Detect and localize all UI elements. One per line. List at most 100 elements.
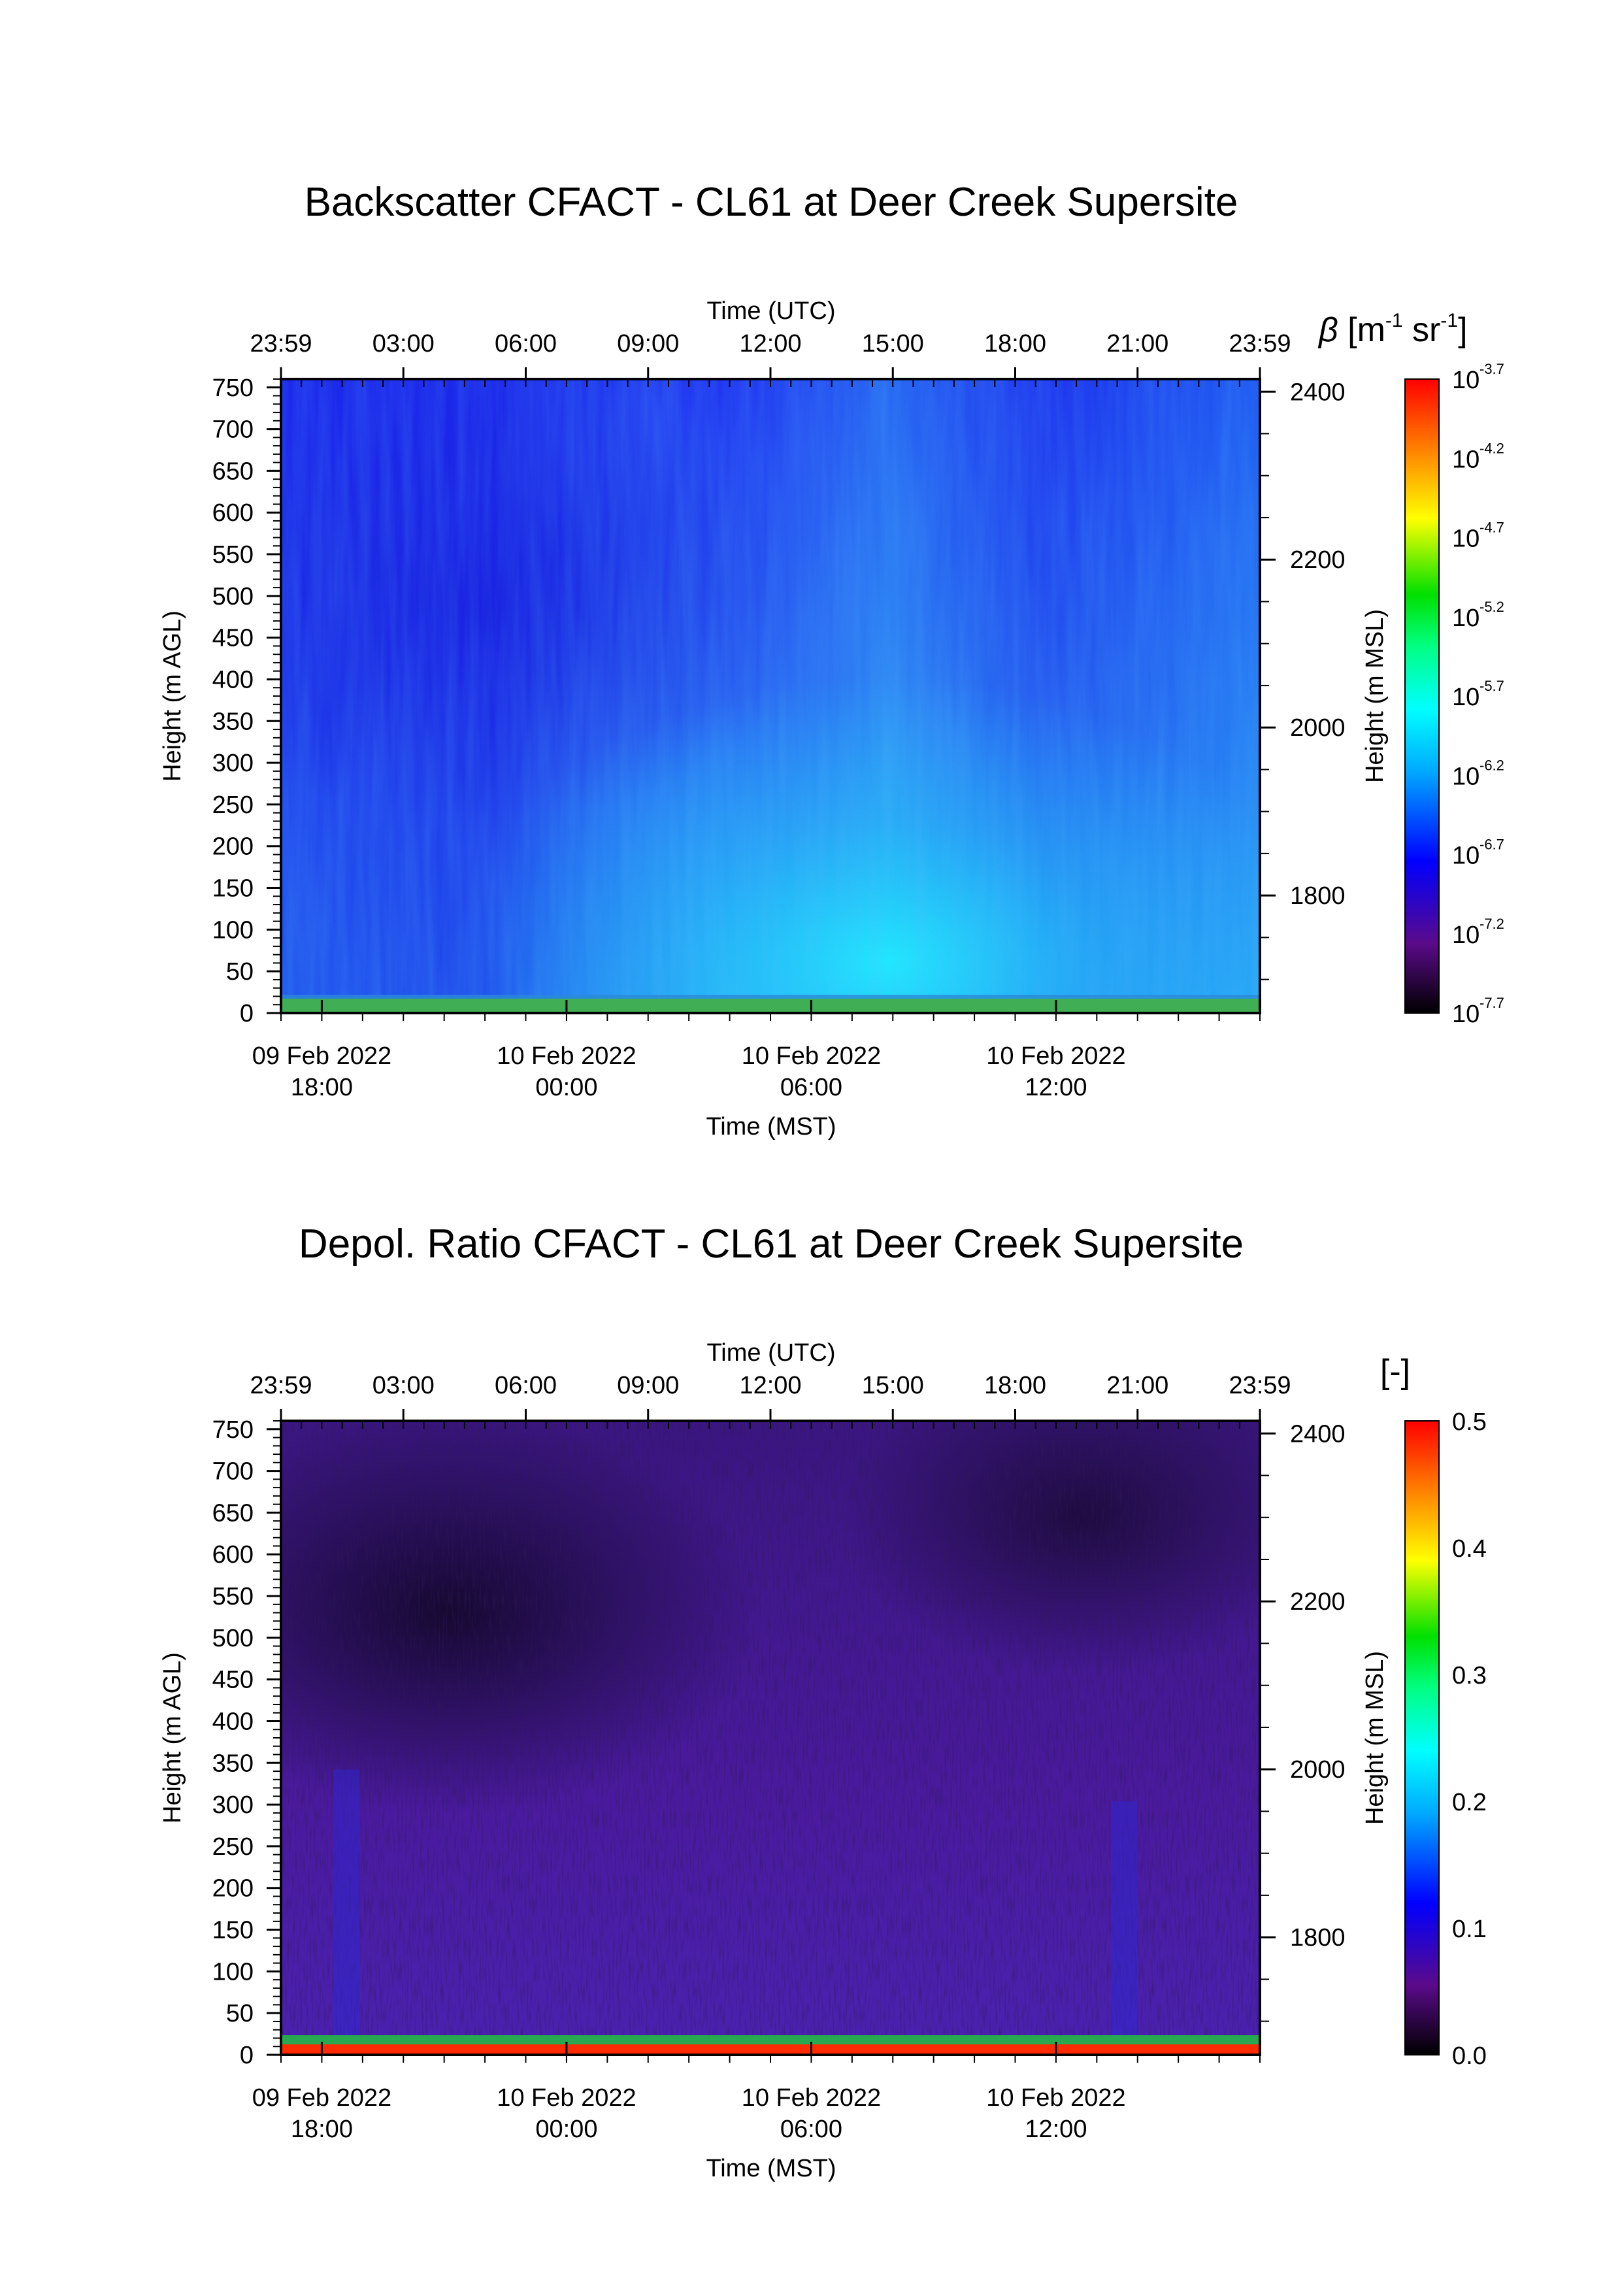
colorbar-tick-label: 0.0	[1452, 2042, 1487, 2070]
x-bottom-date-label: 10 Feb 2022	[497, 1042, 636, 1070]
y-left-tick-label: 0	[240, 1000, 254, 1027]
x-bottom-time-label: 06:00	[780, 1074, 842, 1101]
x-top-axis-label: Time (UTC)	[707, 297, 836, 325]
x-top-tick-label: 03:00	[372, 330, 435, 358]
field-speckle	[281, 1421, 1260, 2055]
x-top-tick-label: 15:00	[862, 330, 924, 358]
field-streaks	[281, 379, 1260, 1013]
x-bottom-date-label: 09 Feb 2022	[252, 2084, 391, 2112]
y-left-tick-label: 250	[212, 1833, 254, 1861]
y-left-tick-label: 600	[212, 499, 254, 527]
y-left-tick-label: 700	[212, 416, 254, 444]
colorbar-label: [-]	[1380, 1353, 1410, 1391]
x-bottom-date-label: 10 Feb 2022	[986, 1042, 1125, 1070]
x-bottom-time-label: 12:00	[1025, 2116, 1087, 2143]
x-bottom-time-label: 18:00	[291, 1074, 353, 1101]
colorbar-frame	[1404, 378, 1440, 1014]
x-bottom-time-label: 00:00	[535, 1074, 597, 1101]
y-left-tick-label: 50	[226, 2000, 254, 2027]
x-top-axis-label: Time (UTC)	[707, 1339, 836, 1367]
y-right-tick-label: 2400	[1290, 1420, 1346, 1448]
colorbar-tick-label: 10	[1452, 1001, 1479, 1028]
colorbar-tick-label: 10	[1452, 605, 1479, 632]
near-surface-band	[281, 995, 1260, 999]
chart-title: Depol. Ratio CFACT - CL61 at Deer Creek …	[299, 1222, 1244, 1267]
colorbar-tick-label: 0.3	[1452, 1662, 1487, 1689]
y-left-tick-label: 200	[212, 1875, 254, 1903]
y-left-tick-label: 150	[212, 1917, 254, 1944]
y-right-axis-label: Height (m MSL)	[1361, 1651, 1389, 1825]
y-left-tick-label: 50	[226, 958, 254, 986]
y-right-tick-label: 1800	[1290, 1924, 1346, 1952]
colorbar-tick-label: 0.2	[1452, 1789, 1487, 1816]
colorbar-tick-label: 10	[1452, 684, 1479, 711]
x-bottom-time-label: 12:00	[1025, 1074, 1087, 1101]
y-right-tick-label: 1800	[1290, 882, 1346, 910]
colorbar-tick-label: 0.5	[1452, 1408, 1487, 1436]
y-left-tick-label: 200	[212, 833, 254, 861]
x-bottom-axis-label: Time (MST)	[706, 1113, 836, 1140]
y-left-tick-label: 700	[212, 1458, 254, 1486]
x-top-tick-label: 09:00	[617, 1372, 679, 1399]
y-left-tick-label: 500	[212, 583, 254, 610]
x-top-tick-label: 23:59	[1229, 330, 1291, 358]
colorbar-tick-label: 10	[1452, 922, 1479, 949]
y-right-axis-label: Height (m MSL)	[1361, 609, 1389, 783]
y-left-tick-label: 300	[212, 1791, 254, 1819]
y-right-tick-label: 2000	[1290, 714, 1346, 742]
y-left-tick-label: 100	[212, 1958, 254, 1986]
colorbar-tick-exponent: -7.2	[1479, 916, 1504, 932]
colorbar-label-part: β	[1317, 311, 1347, 349]
x-top-tick-label: 12:00	[739, 1372, 801, 1399]
surface-green-band	[281, 2035, 1260, 2044]
y-left-tick-label: 400	[212, 1708, 254, 1735]
x-bottom-date-label: 10 Feb 2022	[497, 2084, 636, 2112]
field-blue-column	[333, 1769, 359, 2036]
y-left-tick-label: 650	[212, 1499, 254, 1527]
depol-panel: Depol. Ratio CFACT - CL61 at Deer Creek …	[159, 1222, 1487, 2182]
y-left-tick-label: 250	[212, 791, 254, 819]
x-top-tick-label: 18:00	[984, 330, 1046, 358]
colorbar-gradient	[1405, 379, 1439, 1013]
y-left-tick-label: 400	[212, 666, 254, 693]
x-top-tick-label: 06:00	[495, 1372, 557, 1399]
colorbar-tick-label: 0.4	[1452, 1535, 1487, 1563]
y-left-tick-label: 450	[212, 1667, 254, 1694]
colorbar-tick-exponent: -6.7	[1479, 837, 1504, 853]
colorbar-tick-exponent: -6.2	[1479, 757, 1504, 773]
y-right-tick-label: 2400	[1290, 378, 1346, 406]
x-bottom-time-label: 00:00	[535, 2116, 597, 2143]
colorbar-tick-exponent: -7.7	[1479, 995, 1504, 1011]
y-left-tick-label: 600	[212, 1541, 254, 1569]
heatmap-field	[281, 1421, 1260, 2055]
y-right-tick-label: 2200	[1290, 546, 1346, 574]
y-right-tick-label: 2000	[1290, 1756, 1346, 1784]
x-top-tick-label: 09:00	[617, 330, 679, 358]
x-top-tick-label: 18:00	[984, 1372, 1046, 1399]
y-left-tick-label: 100	[212, 916, 254, 944]
y-left-axis-label: Height (m AGL)	[159, 1652, 186, 1823]
colorbar: 0.5 0.4 0.3 0.2 0.1 0.0 [-]	[1380, 1353, 1487, 2070]
x-top-tick-label: 21:00	[1106, 1372, 1168, 1399]
y-left-axis-label: Height (m AGL)	[159, 610, 186, 782]
x-top-tick-label: 21:00	[1106, 330, 1168, 358]
colorbar-label: β [m-1 sr-1]	[1317, 310, 1468, 349]
colorbar-tick-label: 10	[1452, 367, 1479, 394]
colorbar-tick-exponent: -4.2	[1479, 440, 1504, 456]
colorbar-tick-exponent: -5.2	[1479, 599, 1504, 615]
heatmap-field	[281, 379, 1260, 1013]
x-top-tick-label: 12:00	[739, 330, 801, 358]
y-left-tick-label: 650	[212, 458, 254, 485]
y-left-tick-label: 300	[212, 750, 254, 777]
y-left-tick-label: 750	[212, 1416, 254, 1444]
colorbar-tick-exponent: -5.7	[1479, 678, 1504, 694]
y-left-tick-label: 750	[212, 374, 254, 402]
x-top-tick-label: 23:59	[250, 1372, 312, 1399]
colorbar-label-part: sr	[1403, 311, 1441, 349]
x-top-tick-label: 15:00	[862, 1372, 924, 1399]
colorbar-tick-label: 10	[1452, 525, 1479, 553]
y-left-tick-label: 550	[212, 541, 254, 569]
surface-red-band	[281, 2044, 1260, 2055]
colorbar-tick-label: 0.1	[1452, 1916, 1487, 1943]
